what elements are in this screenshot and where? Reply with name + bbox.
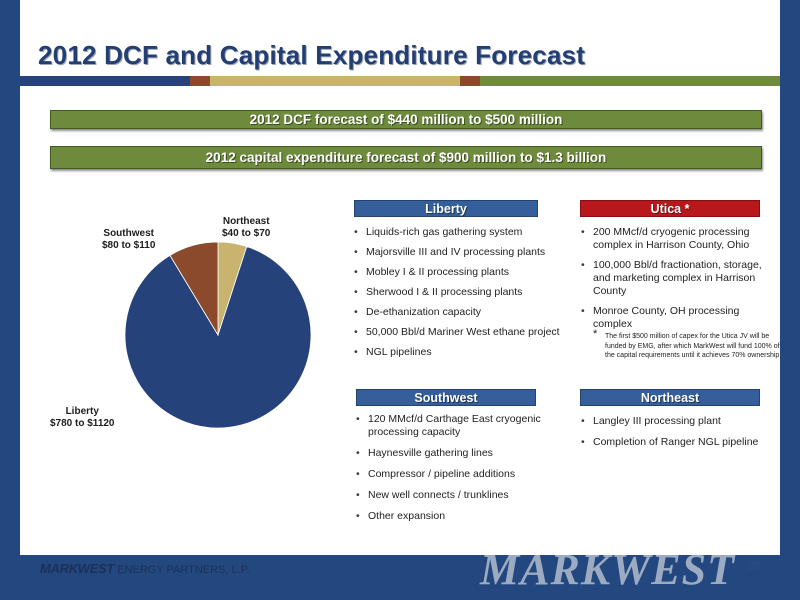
dcf-forecast-banner: 2012 DCF forecast of $440 million to $50…	[50, 110, 762, 129]
southwest-header: Southwest	[356, 389, 536, 406]
markwest-watermark: MARKWEST	[480, 545, 735, 594]
stripe-green	[480, 76, 780, 86]
bullet-item: Completion of Ranger NGL pipeline	[581, 436, 771, 449]
southwest-label-range: $80 to $110	[102, 240, 156, 251]
liberty-label-name: Liberty	[65, 406, 99, 417]
southwest-label-name: Southwest	[103, 228, 154, 239]
bullet-item: 50,000 Bbl/d Mariner West ethane project	[354, 326, 566, 339]
liberty-header: Liberty	[354, 200, 538, 217]
bullet-item: Haynesville gathering lines	[356, 447, 566, 460]
bullet-item: New well connects / trunklines	[356, 489, 566, 502]
bullet-item: 200 MMcf/d cryogenic processing complex …	[581, 226, 771, 252]
bullet-item: Sherwood I & II processing plants	[354, 286, 566, 299]
liberty-label-range: $780 to $1120	[50, 418, 115, 429]
pie-chart-svg	[124, 241, 312, 429]
stripe-brown-2	[460, 76, 480, 86]
bullet-item: 120 MMcf/d Carthage East cryogenic proce…	[356, 413, 566, 439]
capex-forecast-banner: 2012 capital expenditure forecast of $90…	[50, 146, 762, 169]
liberty-list: Liquids-rich gas gathering system Majorsv…	[354, 226, 566, 366]
utica-header: Utica *	[580, 200, 760, 217]
pie-slice-liberty	[124, 246, 312, 429]
northeast-label: Northeast $40 to $70	[222, 216, 270, 240]
southwest-label: Southwest $80 to $110	[102, 228, 155, 252]
southwest-list: 120 MMcf/d Carthage East cryogenic proce…	[356, 413, 566, 531]
bullet-item: Mobley I & II processing plants	[354, 266, 566, 279]
pie-slice-southwest	[169, 241, 219, 337]
page-number: 25	[748, 560, 761, 572]
pie-chart: Southwest $80 to $110 Northeast $40 to $…	[20, 180, 340, 460]
utica-list: 200 MMcf/d cryogenic processing complex …	[581, 226, 771, 338]
liberty-label: Liberty $780 to $1120	[50, 406, 115, 430]
stripe-tan	[210, 76, 460, 86]
bullet-item: Majorsville III and IV processing plants	[354, 246, 566, 259]
bullet-item: NGL pipelines	[354, 346, 566, 359]
northeast-label-range: $40 to $70	[222, 228, 271, 239]
bullet-item: Other expansion	[356, 510, 566, 523]
bullet-item: Monroe County, OH processing complex	[581, 305, 771, 331]
stripe-blue	[20, 76, 190, 86]
bullet-item: Compressor / pipeline additions	[356, 468, 566, 481]
bullet-item: Liquids-rich gas gathering system	[354, 226, 566, 239]
logo-energy-partners: ENERGY PARTNERS, L.P.	[114, 564, 250, 576]
bullet-item: Langley III processing plant	[581, 415, 771, 428]
slide: 2012 DCF and Capital Expenditure Forecas…	[20, 0, 783, 594]
utica-note-text: The first $500 million of capex for the …	[605, 333, 782, 359]
utica-note: * The first $500 million of capex for th…	[593, 328, 783, 361]
bullet-item: De-ethanization capacity	[354, 306, 566, 319]
markwest-logo: MARKWEST ENERGY PARTNERS, L.P.	[40, 561, 250, 576]
logo-markwest: MARKWEST	[40, 561, 115, 576]
northeast-list: Langley III processing plant Completion o…	[581, 415, 771, 457]
bullet-item: 100,000 Bbl/d fractionation, storage, an…	[581, 259, 771, 298]
page-title: 2012 DCF and Capital Expenditure Forecas…	[38, 40, 586, 70]
stripe-brown	[190, 76, 210, 86]
note-asterisk: *	[593, 328, 598, 340]
northeast-label-name: Northeast	[222, 216, 270, 227]
northeast-header: Northeast	[580, 389, 760, 406]
